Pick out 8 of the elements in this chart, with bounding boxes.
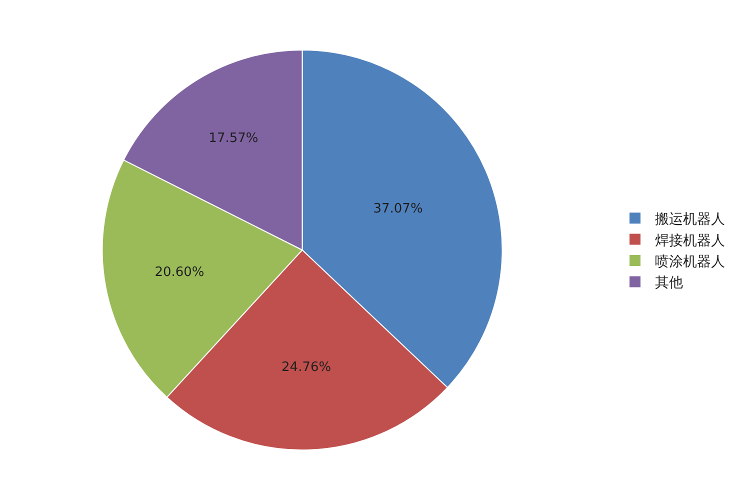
data-label: 24.76% [282, 360, 332, 375]
data-label: 37.07% [373, 201, 423, 216]
data-label: 17.57% [208, 130, 258, 146]
legend-label: 焊接机器人 [655, 232, 725, 249]
legend-label: 搬运机器人 [655, 212, 725, 228]
legend-label: 其他 [655, 275, 683, 292]
legend-label: 喷涂机器人 [655, 254, 725, 270]
data-label: 20.60% [154, 264, 204, 280]
